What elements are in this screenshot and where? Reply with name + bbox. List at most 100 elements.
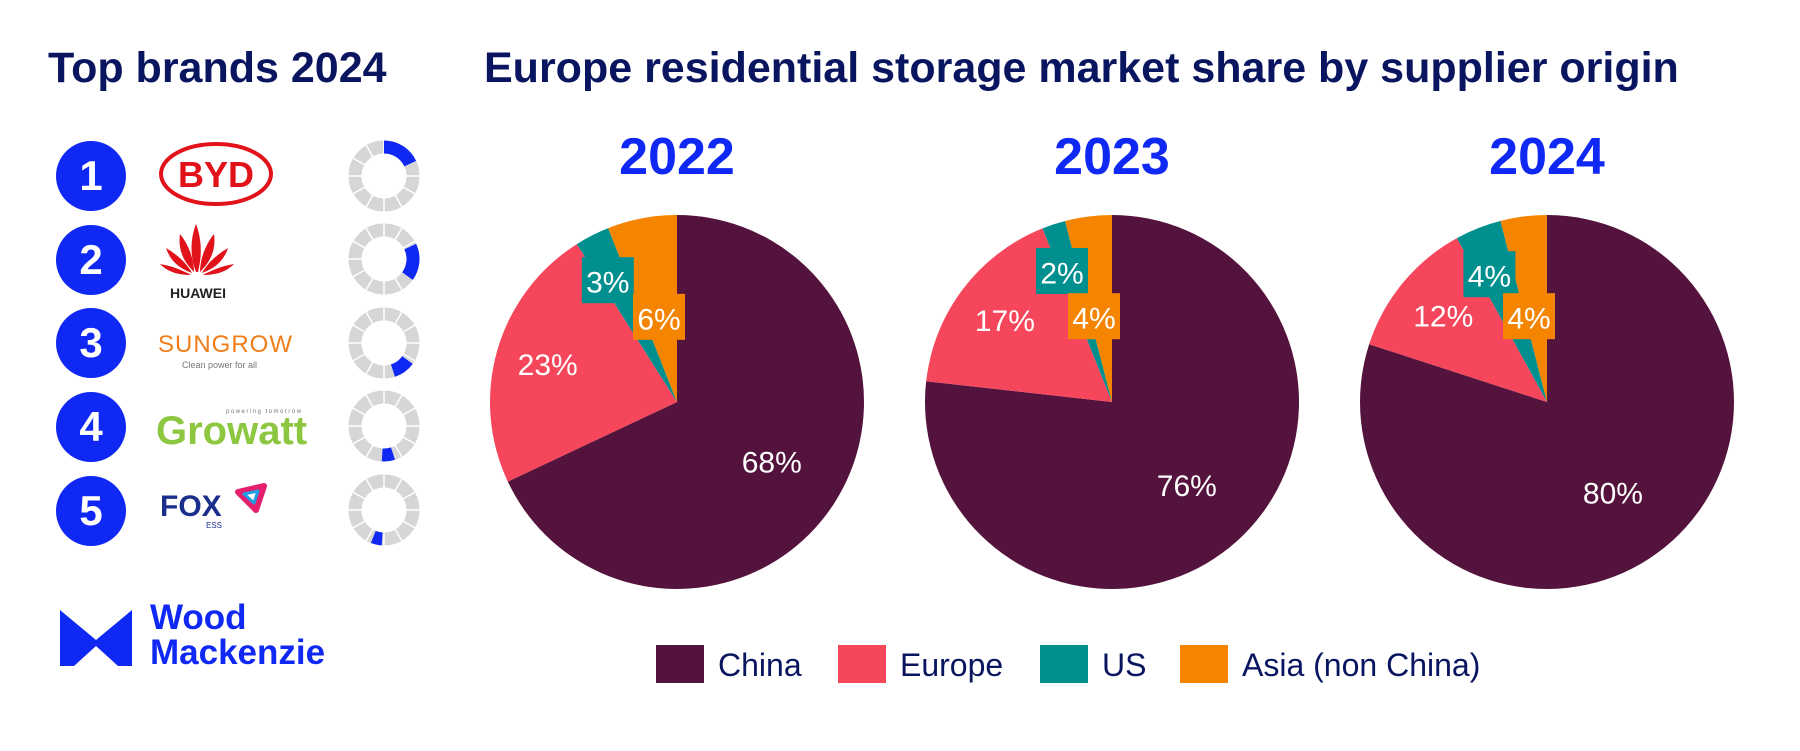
donut-share-arc [381,447,395,462]
pie-2022-label-europe: 23% [518,349,578,382]
donut-divider [352,436,366,445]
pie-2023-label-bg-us [1035,247,1088,294]
byd-logo: BYD [159,142,273,206]
foxess-logo: FOX ESS [160,483,267,530]
huawei-logo: HUAWEI [160,224,234,301]
chart-title: Europe residential storage market share … [484,44,1679,92]
legend-label-china: China [718,647,802,683]
pie-year-2024: 2024 [1489,128,1605,186]
rank-badge-2: 2 [56,225,126,295]
donut-divider [394,194,403,208]
donut-divider [365,361,374,375]
donut-divider [394,277,403,291]
pie-year-2023: 2023 [1054,128,1170,186]
donut-divider [394,394,403,408]
donut-divider [365,394,374,408]
legend-label-us: US [1102,647,1147,683]
donut-divider [352,353,366,362]
donut-divider [402,240,416,249]
pie-2022-slice-europe [489,244,677,482]
pie-2024-slice-europe [1369,238,1547,402]
donut-divider [352,491,366,500]
sungrow-logo-text: SUNGROW [158,331,293,358]
foxess-logo-text: FOX [160,490,222,523]
donut-divider [402,407,416,416]
pie-2024-label-china: 80% [1583,477,1643,510]
pie-2022-label-china: 68% [742,447,802,480]
donut-divider [402,353,416,362]
growatt-tagline: powering tomorrow [226,409,303,415]
rank-badge-3: 3 [56,308,126,378]
donut-divider [394,444,403,458]
share-donut-2 [348,223,420,295]
donut-divider [365,144,374,158]
byd-logo-text: BYD [178,154,254,195]
pie-2023-slice-europe [926,228,1112,402]
donut-divider [365,528,374,542]
donut-divider [402,324,416,333]
sungrow-logo: SUNGROW Clean power for all [158,331,293,370]
rank-badge-4: 4 [56,392,126,462]
donut-divider [402,436,416,445]
donut-divider [352,186,366,195]
donut-divider [365,194,374,208]
legend-swatch-asia [1180,645,1228,683]
donut-divider [352,407,366,416]
donut-divider [365,478,374,492]
donut-share-arc [390,355,413,377]
pie-2024-label-bg-asia [1503,293,1555,340]
pie-2023-label-us: 2% [1040,257,1083,290]
pie-year-2022: 2022 [619,128,735,186]
legend-label-asia: Asia (non China) [1242,647,1481,683]
fox-mark-icon [235,483,267,513]
pie-2024-label-europe: 12% [1413,301,1473,334]
donut-divider [402,491,416,500]
share-donut-1 [348,140,420,212]
share-donut-5 [348,474,420,546]
wm-line2: Mackenzie [150,633,326,672]
donut-divider [365,277,374,291]
donut-divider [394,478,403,492]
wood-mackenzie-wordmark: Wood Mackenzie [150,600,325,670]
donut-divider [352,240,366,249]
rank-badge-5: 5 [56,476,126,546]
donut-divider [402,520,416,529]
pie-2023-label-bg-asia [1068,293,1120,340]
pie-2023-label-china: 76% [1157,470,1217,503]
donut-divider [365,444,374,458]
growatt-logo-text: Growatt [156,409,307,453]
pie-2022-slice-china [507,215,865,589]
pie-2022-label-bg-us [581,257,634,304]
growatt-logo: powering tomorrow Growatt [156,409,307,453]
donut-share-arc [401,243,420,280]
pie-2023-label-europe: 17% [975,305,1035,338]
legend-swatch-europe [838,645,886,683]
donut-divider [365,227,374,241]
pie-2022-label-asia: 6% [637,303,680,336]
legend-swatch-us [1040,645,1088,683]
wm-line1: Wood [150,598,247,637]
legend-swatch-china [656,645,704,683]
donut-divider [402,186,416,195]
donut-divider [394,528,403,542]
pie-2022-label-bg-asia [633,293,685,340]
pie-2024-label-asia: 4% [1507,303,1550,336]
pie-2024-label-us: 4% [1468,261,1511,294]
donut-divider [352,520,366,529]
legend-label-europe: Europe [900,647,1004,683]
sungrow-tagline: Clean power for all [182,360,257,370]
donut-divider [352,269,366,278]
donut-divider [365,311,374,325]
donut-divider [394,227,403,241]
donut-divider [394,311,403,325]
brands-title: Top brands 2024 [48,44,387,92]
share-donut-4 [348,390,420,462]
wood-mackenzie-mark-icon [60,610,132,666]
rank-badge-1: 1 [56,141,126,211]
donut-share-arc [370,530,383,546]
foxess-sub-text: ESS [206,521,222,530]
huawei-logo-text: HUAWEI [170,285,226,301]
share-donut-3 [348,307,420,379]
donut-share-arc [383,140,417,167]
